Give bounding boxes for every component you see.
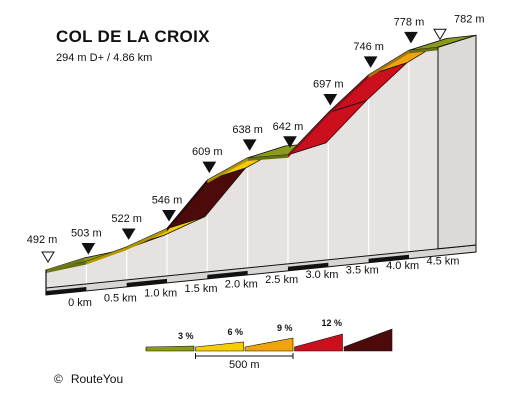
legend-swatch: [294, 333, 343, 352]
distance-tick-label: 1.0 km: [144, 288, 177, 300]
gradient-segment-edge: [328, 74, 369, 116]
elevation-marker: [81, 243, 96, 255]
elevation-label: 642 m: [273, 121, 304, 133]
distance-tick-label: 0 km: [68, 297, 92, 309]
distance-tick-label: 2.5 km: [265, 274, 298, 286]
ground-scale-block: [287, 262, 329, 271]
elevation-marker: [121, 228, 136, 240]
elevation-label: 782 m: [454, 13, 485, 25]
elevation-marker: [323, 94, 338, 106]
distance-tick-label: 4.0 km: [386, 260, 419, 272]
elevation-label: 503 m: [71, 228, 102, 240]
ground-scale-block: [126, 278, 167, 287]
credit: © RouteYou: [54, 372, 123, 386]
copyright-symbol: ©: [54, 372, 63, 386]
elevation-marker: [162, 210, 176, 222]
distance-tick-label: 2.0 km: [225, 278, 258, 290]
endpoint-marker: [41, 251, 55, 263]
gradient-segment-edge: [207, 157, 248, 184]
legend-swatch: [145, 345, 195, 352]
elevation-label: 697 m: [313, 79, 344, 91]
elevation-marker: [202, 161, 217, 174]
ground-scale-block: [46, 286, 87, 295]
gradient-segment-edge: [368, 50, 409, 78]
gradient-segment-edge: [247, 154, 288, 161]
elevation-marker: [404, 31, 418, 44]
elevation-label: 778 m: [394, 16, 425, 28]
legend-label: 12 %: [321, 318, 342, 328]
distance-tick-label: 3.0 km: [305, 269, 338, 281]
elevation-label: 522 m: [111, 213, 142, 225]
gradient-segment-edge: [46, 261, 87, 273]
chart-title: COL DE LA CROIX: [56, 27, 210, 46]
gradient-segment-edge: [166, 180, 208, 232]
gradient-segment-edge: [408, 47, 438, 54]
elevation-label: 746 m: [353, 41, 384, 53]
elevation-label: 609 m: [192, 146, 223, 158]
legend-label: 3 %: [178, 331, 194, 341]
gradient-segment-edge: [86, 246, 127, 265]
distance-tick-label: 3.5 km: [346, 265, 379, 277]
distance-tick-label: 4.5 km: [426, 255, 459, 267]
elevation-marker: [242, 139, 257, 151]
ground-scale-block: [207, 270, 248, 279]
credit-text: RouteYou: [70, 372, 124, 386]
profile-end-cap: [437, 34, 477, 250]
legend-label: 6 %: [227, 327, 243, 337]
elevation-marker: [363, 56, 378, 68]
gradient-segment-edge: [126, 228, 167, 250]
legend-label: 9 %: [277, 323, 293, 333]
legend-swatch: [343, 328, 393, 352]
legend-swatch: [244, 337, 294, 352]
ground-scale-block: [368, 254, 409, 263]
elevation-label: 492 m: [27, 234, 58, 246]
elevation-label: 546 m: [152, 195, 183, 207]
endpoint-marker: [433, 28, 447, 41]
chart-subtitle: 294 m D+ / 4.86 km: [56, 52, 153, 64]
scale-bar-label: 500 m: [229, 359, 260, 371]
elevation-marker: [283, 136, 297, 148]
legend-swatch: [195, 341, 244, 352]
distance-tick-label: 0.5 km: [104, 292, 137, 304]
gradient-segment-edge: [287, 112, 329, 158]
profile-start-cap: [46, 258, 84, 273]
elevation-label: 638 m: [232, 124, 263, 136]
distance-tick-label: 1.5 km: [184, 283, 217, 295]
